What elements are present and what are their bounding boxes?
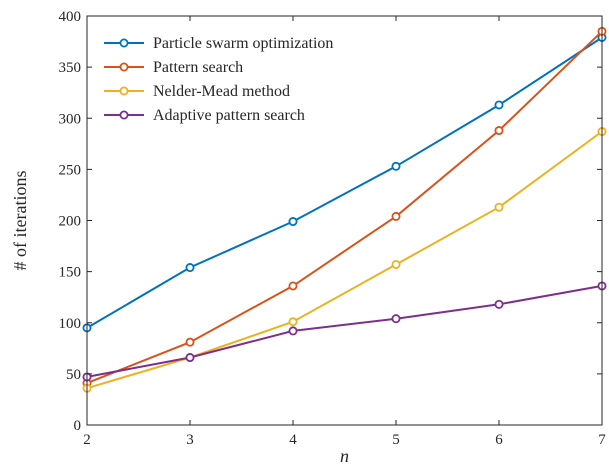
plot-area xyxy=(87,16,602,425)
legend-item: Particle swarm optimization xyxy=(104,35,333,52)
legend-label: Pattern search xyxy=(153,59,243,76)
x-tick-label: 5 xyxy=(392,432,400,448)
data-point xyxy=(185,263,195,273)
legend-label: Adaptive pattern search xyxy=(153,107,305,124)
series-line xyxy=(86,130,603,390)
data-point xyxy=(288,326,298,336)
legend-marker xyxy=(119,62,129,72)
data-point xyxy=(288,281,298,291)
data-point xyxy=(391,259,401,269)
y-axis-label: # of iterations xyxy=(10,171,30,271)
series-line xyxy=(86,36,603,329)
y-tick-label: 400 xyxy=(59,9,82,25)
legend-marker xyxy=(119,110,129,120)
y-tick-label: 0 xyxy=(74,418,82,434)
y-tick-label: 300 xyxy=(59,111,82,127)
legend-item: Adaptive pattern search xyxy=(104,107,305,124)
axes-layer: 2 3 4 5 6 7 0 50 100 150 200 250 300 350 400 xyxy=(59,9,607,448)
data-point xyxy=(391,161,401,171)
data-point xyxy=(288,317,298,327)
legend-label: Particle swarm optimization xyxy=(153,35,333,52)
legend-item: Pattern search xyxy=(104,59,243,76)
data-point xyxy=(494,100,504,110)
series-line xyxy=(86,30,603,385)
legend-item: Nelder-Mead method xyxy=(104,83,290,100)
x-tick-label: 6 xyxy=(495,432,503,448)
y-tick-label: 100 xyxy=(59,316,82,332)
data-point xyxy=(494,202,504,212)
legend-marker xyxy=(119,38,129,48)
x-tick-label: 3 xyxy=(186,432,194,448)
y-tick-label: 250 xyxy=(59,162,82,178)
series-1 xyxy=(82,32,607,333)
y-tick-label: 350 xyxy=(59,60,82,76)
x-tick-label: 4 xyxy=(289,432,297,448)
data-point xyxy=(494,299,504,309)
legend-marker xyxy=(119,86,129,96)
series-line xyxy=(86,284,603,378)
data-point xyxy=(288,217,298,227)
legend-label: Nelder-Mead method xyxy=(153,83,290,100)
x-axis-label: n xyxy=(340,446,349,466)
data-point xyxy=(185,353,195,363)
y-tick-label: 50 xyxy=(66,367,81,383)
x-tick-label: 2 xyxy=(83,432,91,448)
legend: Particle swarm optimization Pattern searc… xyxy=(104,35,333,124)
data-point xyxy=(185,337,195,347)
data-point xyxy=(391,314,401,324)
data-point xyxy=(391,211,401,221)
x-tick-label: 7 xyxy=(598,432,606,448)
y-tick-label: 200 xyxy=(59,214,82,230)
series-4 xyxy=(82,281,607,382)
data-point xyxy=(494,126,504,136)
y-tick-label: 150 xyxy=(59,265,82,281)
